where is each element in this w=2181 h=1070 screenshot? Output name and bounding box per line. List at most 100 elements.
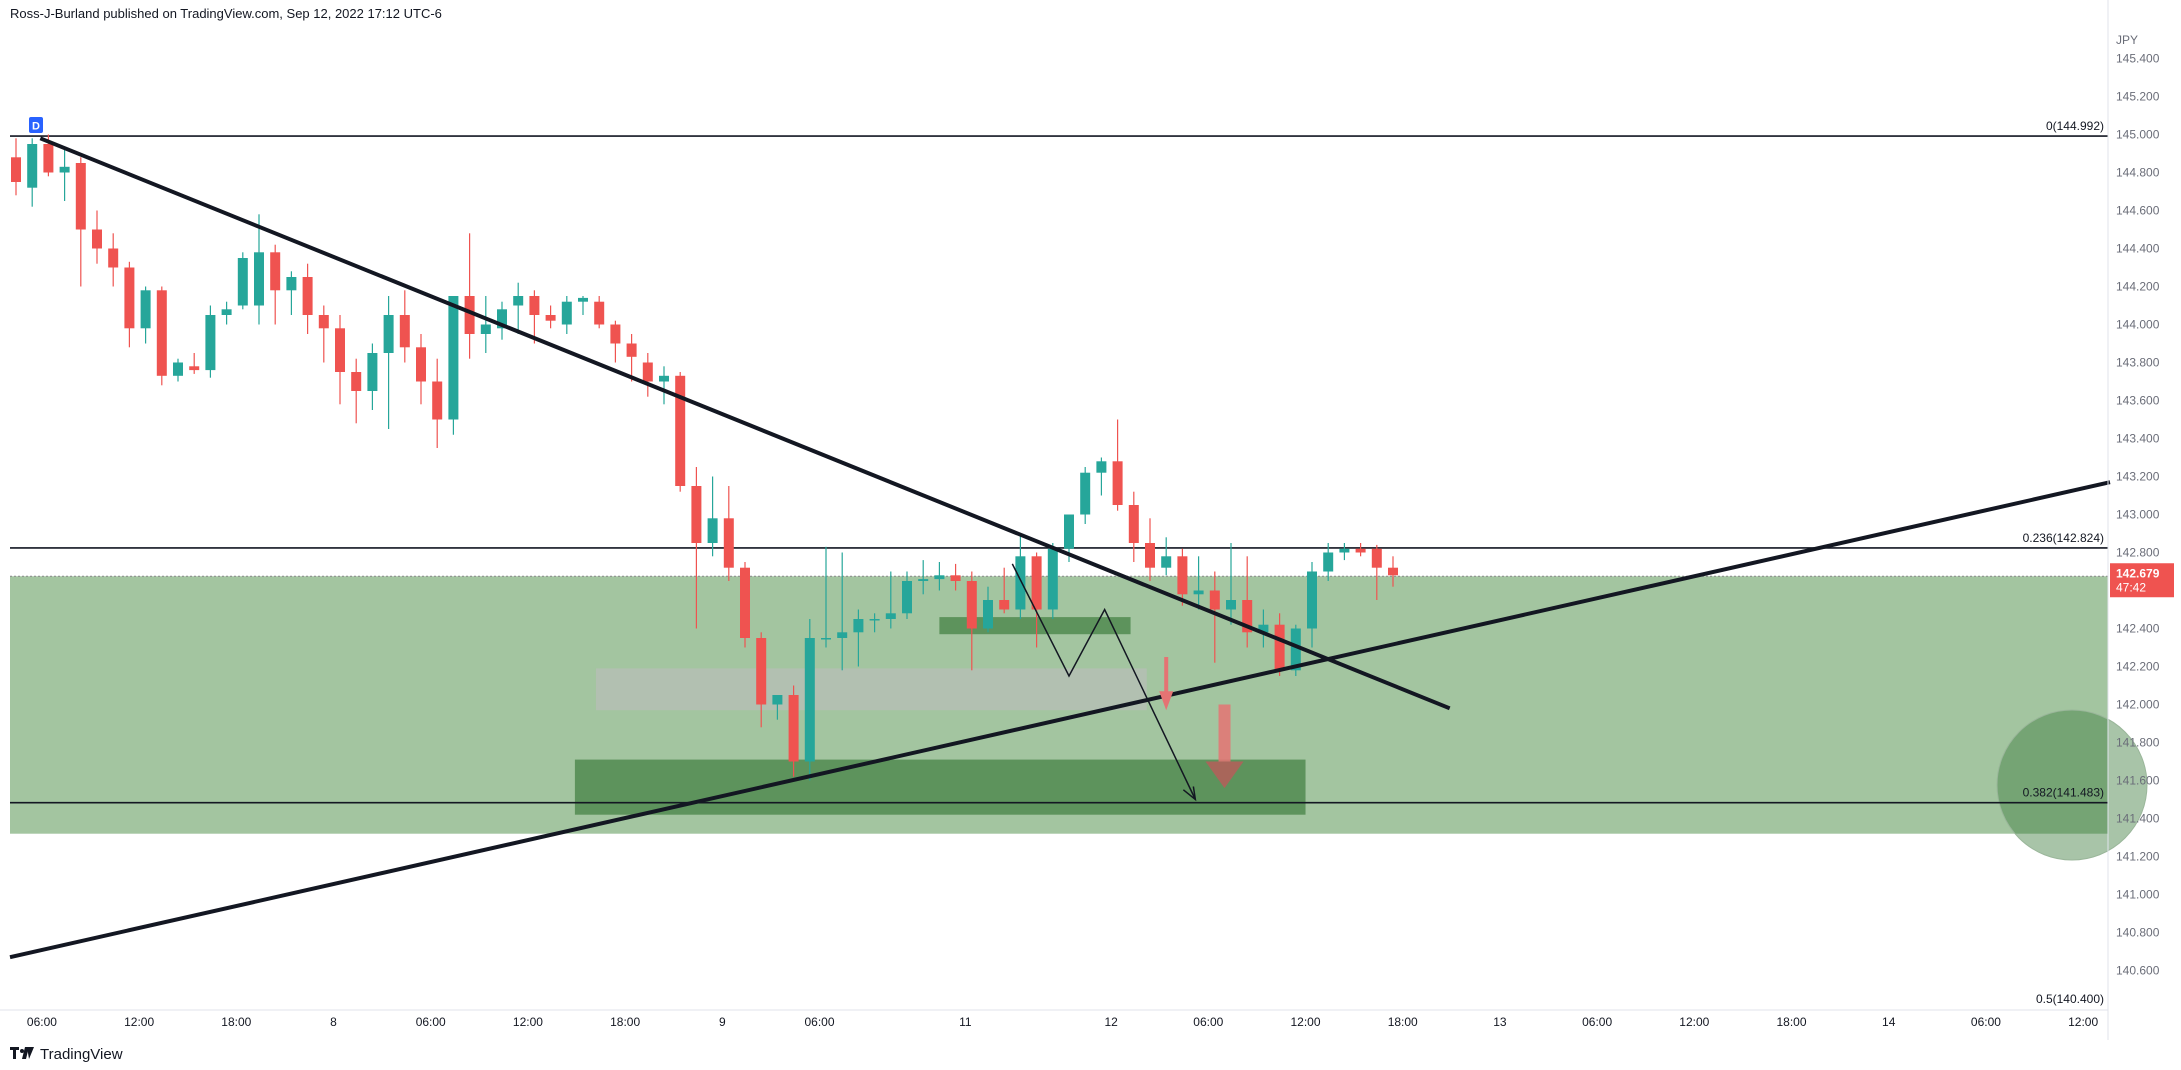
- candle-body: [1145, 543, 1155, 568]
- y-tick-label: 143.200: [2116, 470, 2160, 484]
- candle-body: [594, 301, 605, 325]
- fib-label: 0.236(142.824): [2023, 531, 2104, 545]
- candle-body: [1371, 548, 1382, 568]
- x-tick-label: 13: [1493, 1015, 1507, 1029]
- candle-body: [1339, 548, 1350, 553]
- candle-body: [480, 324, 491, 334]
- candle-body: [302, 277, 313, 315]
- candle-body: [675, 375, 686, 486]
- x-tick-label: 12:00: [1679, 1015, 1709, 1029]
- tradingview-logo-icon: [10, 1046, 34, 1062]
- y-tick-label: 142.400: [2116, 622, 2160, 636]
- dark-zone-lower: [574, 759, 1306, 815]
- x-tick-label: 12: [1104, 1015, 1118, 1029]
- ascending-trendline: [9, 480, 2111, 960]
- candle-body: [1258, 624, 1269, 633]
- last-price-value: 142.679: [2116, 566, 2160, 580]
- candle-body: [1031, 556, 1042, 610]
- candle-body: [59, 166, 70, 173]
- y-tick-label: 140.800: [2116, 926, 2160, 940]
- x-tick-label: 18:00: [1388, 1015, 1418, 1029]
- descending-trendline: [39, 136, 1451, 711]
- candle-body: [1064, 514, 1074, 549]
- candle-body: [497, 309, 507, 329]
- candle-body: [529, 296, 540, 315]
- candle-body: [1015, 556, 1026, 610]
- candle-body: [416, 347, 426, 382]
- candle-body: [124, 267, 135, 329]
- candle-body: [691, 486, 702, 543]
- candle-body: [11, 157, 21, 182]
- candles-layer: [11, 134, 1398, 781]
- projection-path: [1011, 563, 1197, 800]
- candle-body: [610, 324, 621, 344]
- candle-body: [221, 309, 232, 315]
- fib-levels-layer: 0(144.992) 0.236(142.824) 0.382(141.483) 0.…: [10, 119, 2108, 1006]
- tradingview-brand: TradingView: [40, 1045, 123, 1063]
- candle-body: [1177, 556, 1188, 595]
- candle-body: [1290, 628, 1301, 671]
- candle-body: [950, 575, 961, 581]
- candle-body: [837, 632, 848, 638]
- x-tick-label: 18:00: [1777, 1015, 1807, 1029]
- candle-body: [286, 277, 297, 291]
- candle-body: [1355, 548, 1366, 553]
- candle-body: [545, 315, 556, 321]
- y-tick-label: 145.000: [2116, 128, 2160, 142]
- candle-body: [1080, 472, 1091, 515]
- x-tick-label: 06:00: [1582, 1015, 1612, 1029]
- y-tick-label: 145.200: [2116, 90, 2160, 104]
- gray-zone: [595, 668, 1147, 711]
- candle-body: [1128, 505, 1139, 543]
- candle-body: [383, 315, 394, 353]
- candle-body: [1323, 552, 1334, 572]
- candle-body: [578, 297, 588, 302]
- drawings-layer: D: [9, 117, 2111, 960]
- candle-body: [966, 581, 977, 629]
- candle-body: [642, 362, 653, 382]
- candle-body: [92, 229, 102, 249]
- y-tick-label: 143.400: [2116, 432, 2160, 446]
- y-tick-label: 143.600: [2116, 394, 2160, 408]
- footer: TradingView: [10, 1044, 123, 1064]
- x-tick-label: 9: [719, 1015, 726, 1029]
- candle-body: [399, 315, 410, 348]
- candle-body: [173, 362, 183, 376]
- small-down-arrow-head: [1159, 691, 1174, 711]
- bar-countdown: 47:42: [2116, 580, 2146, 594]
- candle-body: [318, 315, 329, 329]
- y-tick-label: 141.200: [2116, 850, 2160, 864]
- candle-body: [1209, 590, 1220, 610]
- candle-body: [75, 163, 86, 230]
- candle-body: [999, 600, 1010, 610]
- x-tick-label: 06:00: [27, 1015, 57, 1029]
- fib-label: 0(144.992): [2046, 119, 2104, 133]
- y-tick-label: 144.000: [2116, 318, 2160, 332]
- big-down-arrow: [1218, 704, 1231, 762]
- x-tick-label: 8: [330, 1015, 337, 1029]
- candle-body: [464, 296, 475, 334]
- candle-body: [513, 296, 524, 306]
- candle-body: [869, 619, 880, 621]
- y-tick-label: 141.800: [2116, 736, 2160, 750]
- y-tick-label: 144.600: [2116, 204, 2160, 218]
- chart-attribution: Ross-J-Burland published on TradingView.…: [10, 6, 442, 21]
- candle-body: [27, 144, 38, 188]
- y-tick-label: 144.800: [2116, 166, 2160, 180]
- candle-body: [1274, 624, 1285, 671]
- candle-body: [140, 290, 151, 329]
- candle-body: [156, 290, 167, 376]
- x-tick-label: 12:00: [1291, 1015, 1321, 1029]
- x-tick-label: 11: [959, 1015, 972, 1029]
- fib-label: 0.382(141.483): [2023, 786, 2104, 800]
- candle-body: [254, 252, 264, 306]
- period-marker-label: D: [32, 121, 40, 133]
- candle-body: [1193, 590, 1204, 595]
- y-tick-label: 143.000: [2116, 508, 2160, 522]
- y-tick-label: 141.600: [2116, 774, 2160, 788]
- candle-body: [448, 296, 459, 420]
- candle-body: [756, 638, 767, 705]
- x-tick-label: 18:00: [221, 1015, 251, 1029]
- candle-body: [1388, 567, 1398, 576]
